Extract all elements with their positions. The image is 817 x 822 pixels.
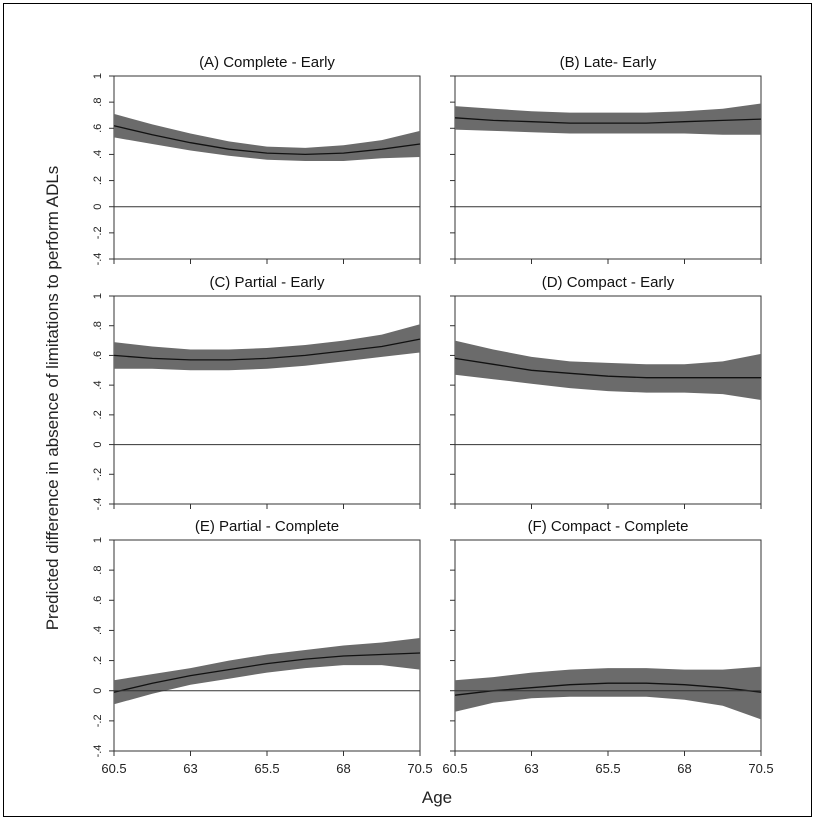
y-tick-label: -.4 (92, 253, 104, 266)
y-tick-label: .4 (92, 626, 104, 635)
y-tick-label: .8 (92, 566, 104, 575)
y-tick-label: 0 (92, 688, 104, 694)
panel-f: (F) Compact - Complete 60.5 63 65.5 68 70.5 (442, 518, 773, 776)
y-tick-label: 0 (92, 442, 104, 448)
y-tick-label: -.2 (92, 226, 104, 239)
y-tick-label: .8 (92, 98, 104, 107)
y-tick-label: .6 (92, 351, 104, 360)
confidence-band (455, 340, 761, 400)
panel-title: (E) Partial - Complete (195, 518, 339, 535)
panel-e: (E) Partial - Complete -.4 -.2 0 .2 .4 .6 .8 1 60… (92, 518, 433, 776)
y-tick-label: 1 (92, 73, 104, 79)
x-tick-label: 68 (677, 761, 691, 776)
y-tick-label: -.2 (92, 468, 104, 481)
panel-title: (D) Compact - Early (542, 274, 675, 291)
panel-title: (C) Partial - Early (209, 274, 325, 291)
y-tick-label: .2 (92, 656, 104, 665)
confidence-band (114, 638, 420, 705)
panel-title: (A) Complete - Early (199, 54, 335, 71)
prediction-line (113, 652, 421, 693)
panel-title: (F) Compact - Complete (528, 518, 689, 535)
y-tick-label: -.4 (92, 745, 104, 758)
y-tick-label: 0 (92, 204, 104, 210)
x-tick-label: 65.5 (254, 761, 279, 776)
y-tick-label: .6 (92, 596, 104, 605)
prediction-line (454, 682, 762, 696)
panel-frame (113, 75, 421, 260)
x-tick-label: 68 (336, 761, 350, 776)
x-tick-label: 70.5 (407, 761, 432, 776)
confidence-band (114, 113, 420, 161)
panel-d: (D) Compact - Early (450, 274, 762, 509)
confidence-band (455, 666, 761, 720)
panel-frame (113, 295, 421, 505)
panel-c: (C) Partial - Early -.4 -.2 0 .2 .4 .6 .8 1 (92, 274, 421, 511)
y-tick-label: .2 (92, 410, 104, 419)
y-tick-label: .4 (92, 381, 104, 390)
x-tick-label: 70.5 (748, 761, 773, 776)
y-tick-label: .2 (92, 176, 104, 185)
y-axis-label: Predicted difference in absence of limit… (43, 166, 62, 631)
x-tick-label: 63 (524, 761, 538, 776)
figure-frame (3, 3, 812, 817)
x-tick-label: 65.5 (595, 761, 620, 776)
prediction-line (454, 357, 761, 379)
confidence-band (455, 103, 761, 135)
prediction-line (454, 117, 762, 124)
prediction-line (113, 338, 421, 361)
x-axis-label: Age (422, 788, 452, 807)
y-tick-label: 1 (92, 537, 104, 543)
panel-title: (B) Late- Early (560, 54, 657, 71)
y-tick-label: .6 (92, 124, 104, 133)
panel-b: (B) Late- Early (450, 54, 762, 264)
x-tick-label: 60.5 (101, 761, 126, 776)
panel-frame (454, 295, 762, 505)
panel-frame (454, 75, 762, 260)
panels: (A) Complete - Early -.4 -.2 0 .2 .4 .6 .8 1 (B) … (92, 54, 774, 776)
x-tick-label: 63 (183, 761, 197, 776)
confidence-band (114, 324, 420, 371)
panel-a: (A) Complete - Early -.4 -.2 0 .2 .4 .6 .8 1 (92, 54, 421, 266)
y-tick-label: 1 (92, 293, 104, 299)
x-tick-label: 60.5 (442, 761, 467, 776)
y-tick-label: -.4 (92, 498, 104, 511)
y-tick-label: -.2 (92, 714, 104, 727)
panel-frame (454, 539, 762, 752)
y-tick-label: .4 (92, 150, 104, 159)
y-tick-label: .8 (92, 321, 104, 330)
prediction-line (113, 125, 421, 156)
